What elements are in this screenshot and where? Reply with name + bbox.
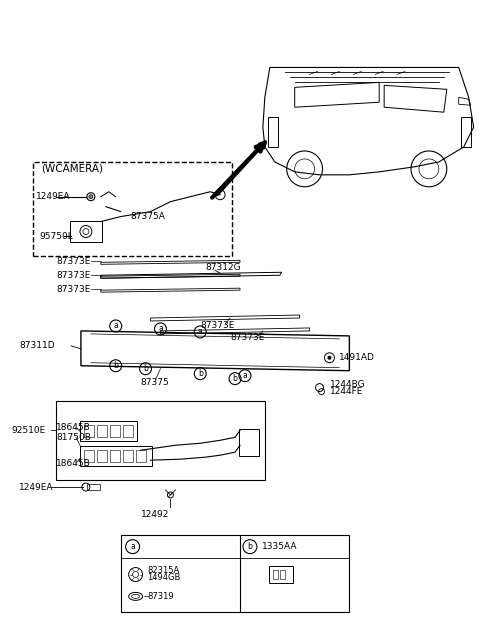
Bar <box>56 401 265 480</box>
Text: 87373E: 87373E <box>56 271 90 280</box>
Bar <box>136 450 145 462</box>
Text: a: a <box>158 324 163 333</box>
Text: 1335AA: 1335AA <box>262 542 298 551</box>
Bar <box>123 425 132 438</box>
Bar <box>280 569 285 579</box>
Text: 12492: 12492 <box>141 510 169 520</box>
Circle shape <box>327 356 332 360</box>
Text: (WCAMERA): (WCAMERA) <box>41 164 103 174</box>
Text: b: b <box>248 542 252 551</box>
Bar <box>84 425 94 438</box>
Text: 18645B: 18645B <box>56 459 91 467</box>
Text: 87375A: 87375A <box>131 212 166 221</box>
Text: b: b <box>113 361 118 370</box>
Text: b: b <box>198 369 203 378</box>
Text: 1249EA: 1249EA <box>36 192 71 201</box>
Bar <box>84 450 94 462</box>
Text: 18645B: 18645B <box>56 423 91 432</box>
Text: 82315A: 82315A <box>147 566 180 575</box>
Text: 1491AD: 1491AD <box>339 353 375 363</box>
Text: b: b <box>143 364 148 373</box>
Text: 87319: 87319 <box>147 592 174 601</box>
Text: 87375: 87375 <box>141 378 169 387</box>
Text: a: a <box>130 542 135 551</box>
Bar <box>273 569 278 579</box>
Text: a: a <box>242 371 247 380</box>
Bar <box>110 450 120 462</box>
Text: 87373E: 87373E <box>56 257 90 266</box>
Text: a: a <box>113 321 118 331</box>
Text: 92510E: 92510E <box>12 426 46 435</box>
Bar <box>110 425 120 438</box>
Text: 81750B: 81750B <box>56 433 91 442</box>
Text: 87373E: 87373E <box>56 285 90 294</box>
Text: 1494GB: 1494GB <box>147 573 181 582</box>
Text: 95750L: 95750L <box>39 232 73 241</box>
Circle shape <box>89 195 93 198</box>
Text: 1249EA: 1249EA <box>19 483 54 492</box>
Text: 1244FE: 1244FE <box>329 387 363 396</box>
Bar <box>120 535 349 612</box>
Text: 87373E: 87373E <box>200 321 235 331</box>
Text: b: b <box>233 374 238 383</box>
Text: 87373E: 87373E <box>230 333 264 342</box>
Text: 1244BG: 1244BG <box>329 380 365 389</box>
Bar <box>97 450 107 462</box>
Bar <box>97 425 107 438</box>
Text: 87312G: 87312G <box>205 263 241 272</box>
Text: a: a <box>198 328 203 336</box>
Bar <box>123 450 132 462</box>
Text: 87311D: 87311D <box>19 342 55 350</box>
